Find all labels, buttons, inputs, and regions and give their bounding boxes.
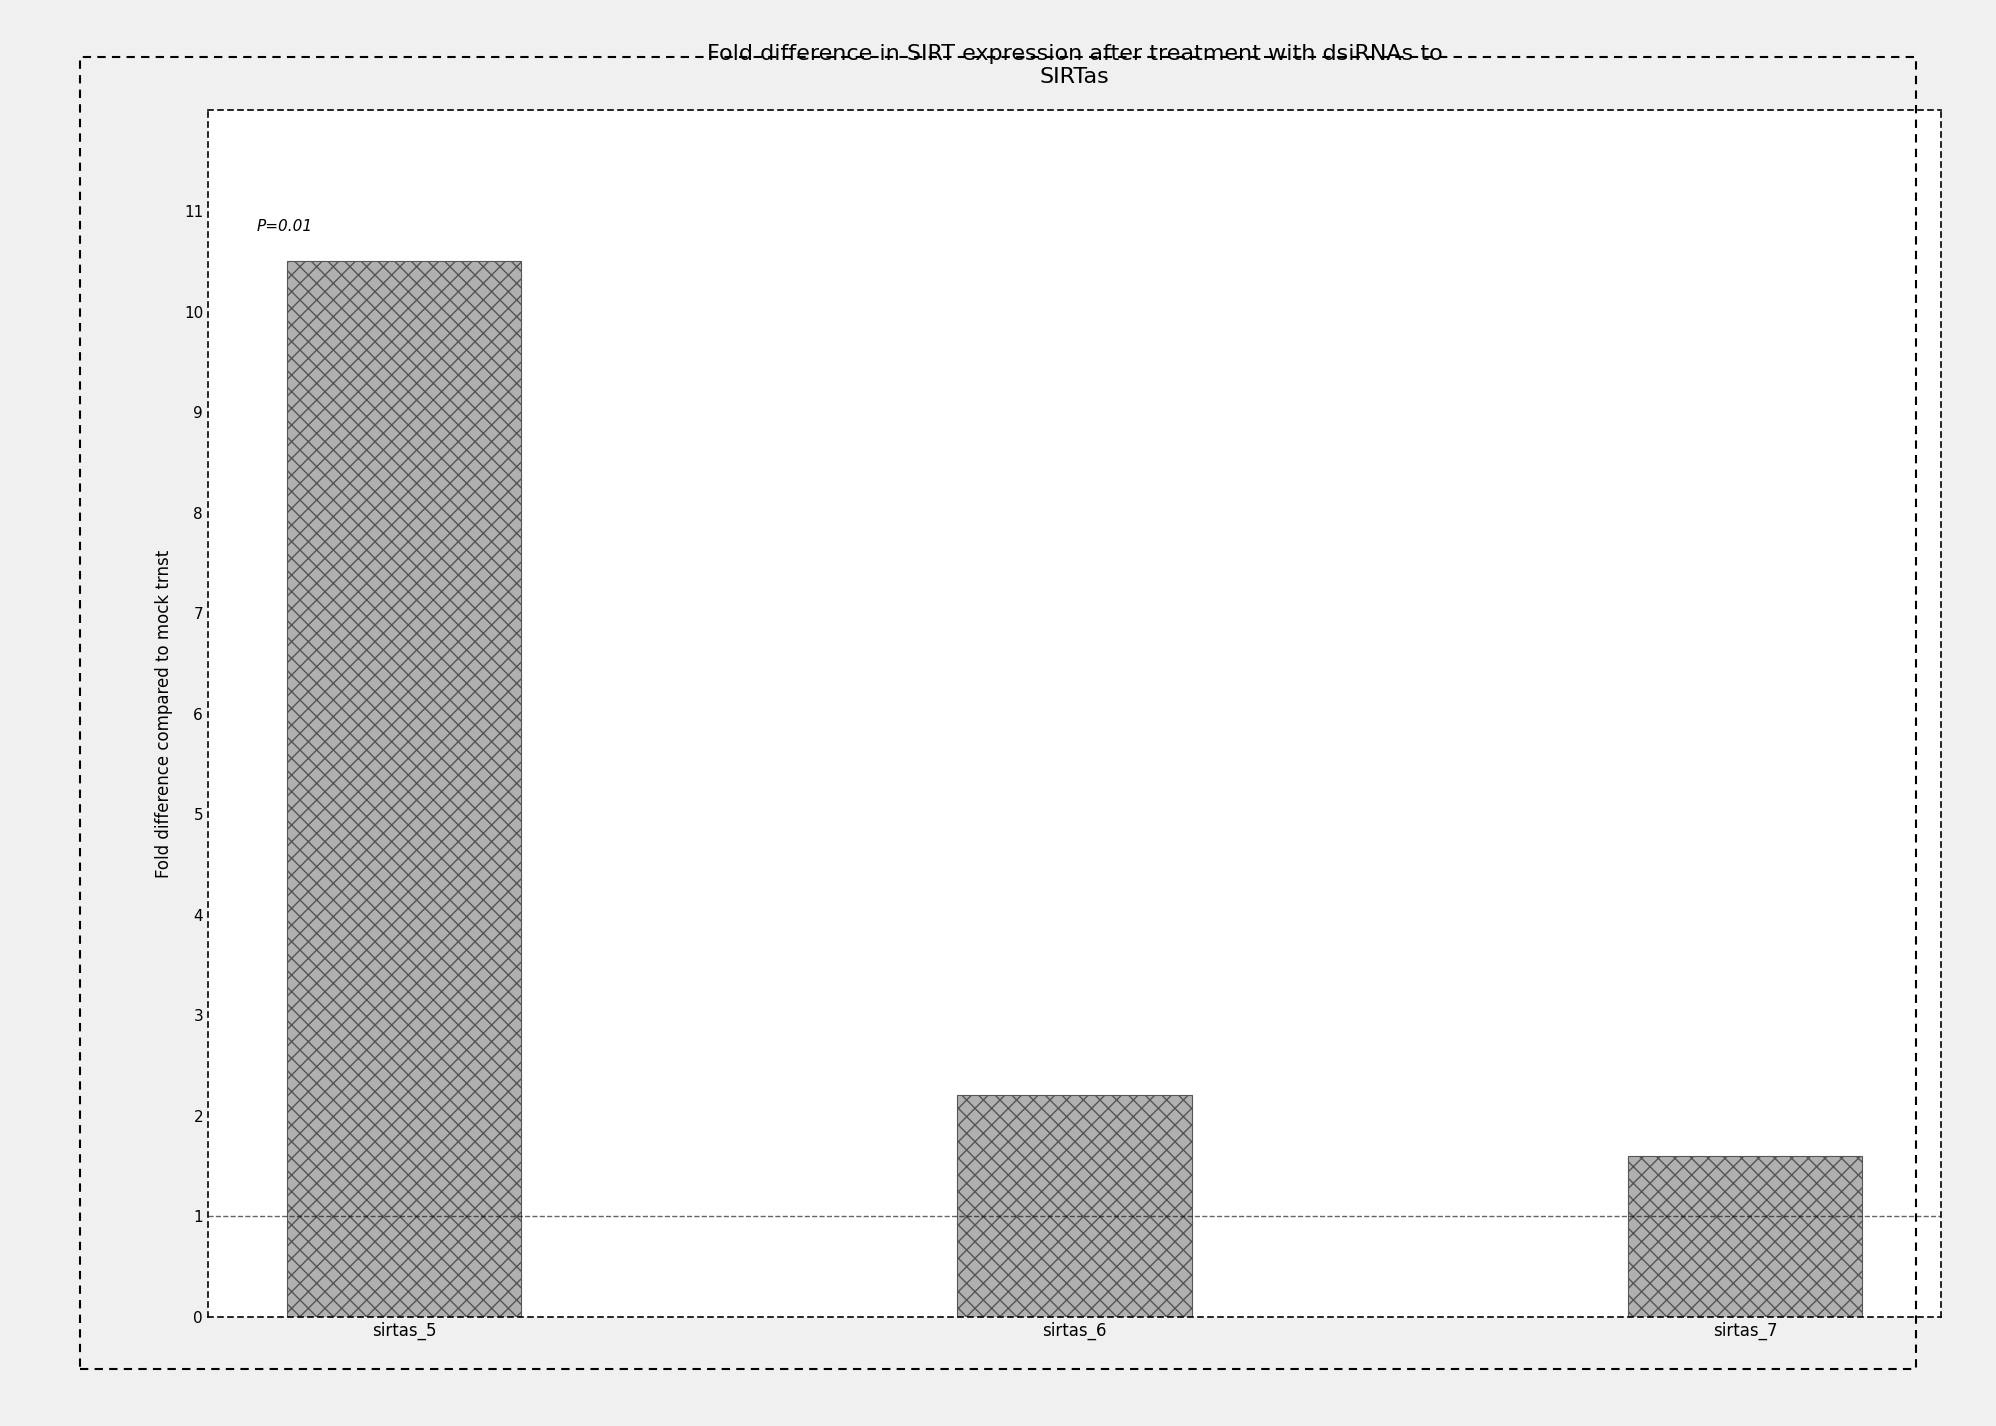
Y-axis label: Fold difference compared to mock trnst: Fold difference compared to mock trnst <box>156 549 174 877</box>
Bar <box>287 261 521 1316</box>
Text: P=0.01: P=0.01 <box>257 220 313 234</box>
Bar <box>1627 1155 1862 1316</box>
Title: Fold difference in SIRT expression after treatment with dsiRNAs to
SIRTas: Fold difference in SIRT expression after… <box>707 44 1443 87</box>
Bar <box>958 1095 1192 1316</box>
